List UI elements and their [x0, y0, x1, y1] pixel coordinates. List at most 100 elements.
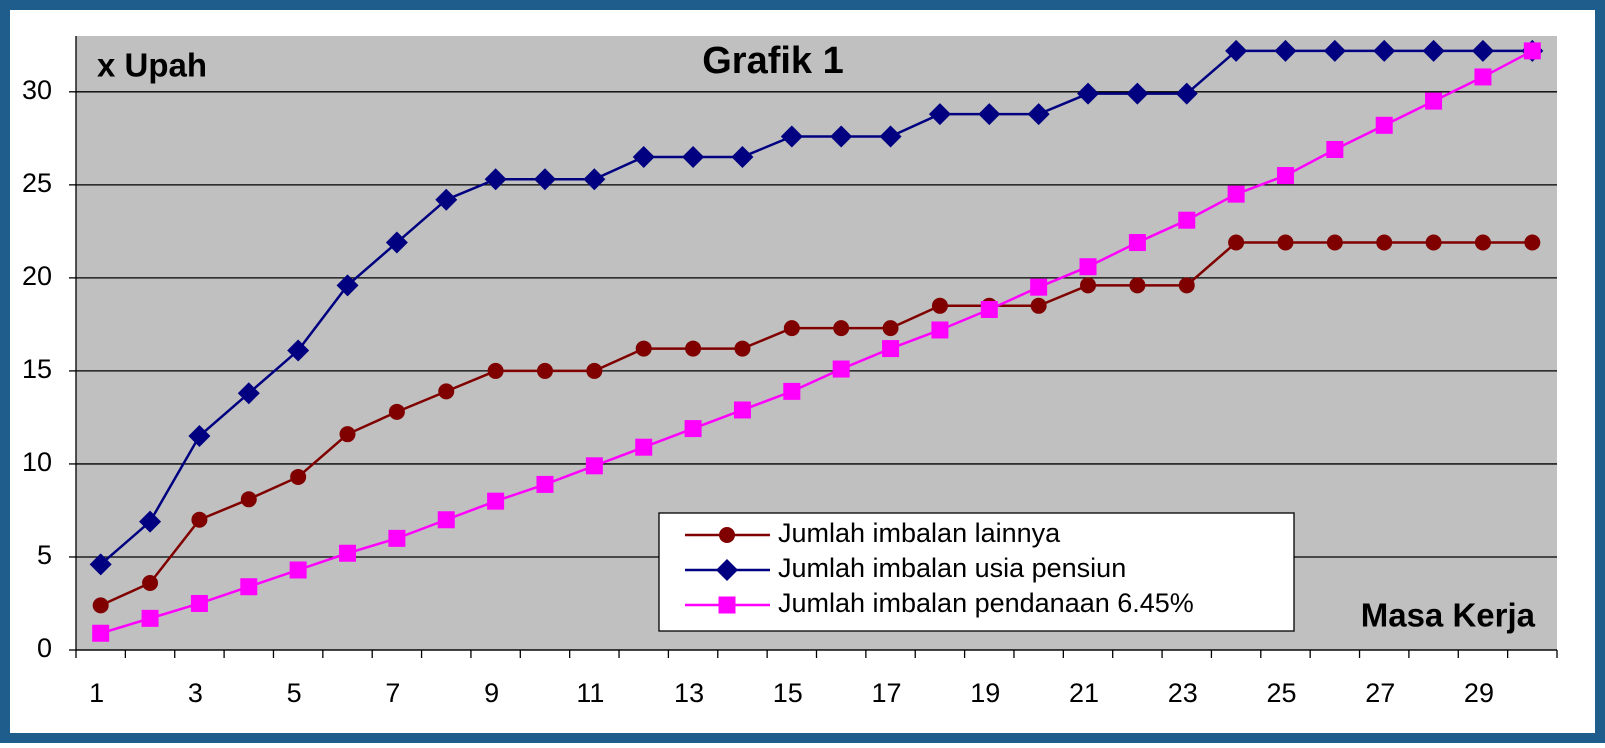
marker: [780, 125, 803, 148]
marker: [682, 145, 705, 168]
x-axis-label: Masa Kerja: [1361, 597, 1536, 634]
x-tick-label: 23: [1168, 678, 1198, 708]
legend-label: Jumlah imbalan pendanaan 6.45%: [778, 588, 1194, 618]
marker: [92, 624, 110, 642]
marker: [685, 340, 702, 357]
marker: [783, 382, 801, 400]
marker: [487, 362, 504, 379]
marker: [1225, 39, 1248, 62]
y-tick-label: 5: [37, 540, 52, 570]
marker: [882, 340, 900, 358]
marker: [1077, 82, 1100, 105]
marker: [635, 340, 652, 357]
x-tick-label: 21: [1069, 678, 1099, 708]
marker: [188, 425, 211, 448]
marker: [879, 125, 902, 148]
marker: [435, 188, 458, 211]
marker: [1128, 234, 1146, 252]
marker: [89, 553, 112, 576]
marker: [536, 475, 554, 493]
y-tick-label: 25: [22, 168, 52, 198]
y-tick-label: 0: [37, 633, 52, 663]
chart-title: Grafik 1: [702, 40, 844, 82]
marker: [635, 438, 653, 456]
x-tick-label: 25: [1266, 678, 1296, 708]
marker: [289, 561, 307, 579]
marker: [1228, 234, 1245, 251]
marker: [718, 596, 736, 614]
marker: [1175, 82, 1198, 105]
marker: [931, 321, 949, 339]
marker: [632, 145, 655, 168]
marker: [339, 426, 356, 443]
marker: [1326, 140, 1344, 158]
legend-label: Jumlah imbalan lainnya: [778, 518, 1061, 548]
marker: [336, 274, 359, 297]
x-tick-label: 29: [1464, 678, 1494, 708]
marker: [1129, 277, 1146, 294]
marker: [191, 511, 208, 528]
marker: [388, 403, 405, 420]
marker: [731, 145, 754, 168]
marker: [237, 382, 260, 405]
x-tick-label: 9: [484, 678, 499, 708]
marker: [437, 511, 455, 529]
marker: [684, 420, 702, 438]
x-tick-label: 15: [773, 678, 803, 708]
marker: [1027, 103, 1050, 126]
marker: [1376, 234, 1393, 251]
marker: [1178, 211, 1196, 229]
marker: [719, 527, 735, 543]
marker: [92, 597, 109, 614]
marker: [1523, 42, 1541, 60]
marker: [536, 362, 553, 379]
marker: [1227, 185, 1245, 203]
marker: [1422, 39, 1445, 62]
marker: [1276, 167, 1294, 185]
x-tick-label: 11: [576, 678, 604, 708]
x-tick-label: 19: [970, 678, 1000, 708]
marker: [832, 360, 850, 378]
marker: [1375, 116, 1393, 134]
x-tick-label: 27: [1365, 678, 1395, 708]
marker: [978, 103, 1001, 126]
marker: [1425, 234, 1442, 251]
marker: [142, 575, 159, 592]
y-tick-label: 10: [22, 447, 52, 477]
marker: [716, 559, 738, 581]
marker: [1274, 39, 1297, 62]
legend-label: Jumlah imbalan usia pensiun: [778, 553, 1126, 583]
marker: [1373, 39, 1396, 62]
x-tick-label: 13: [674, 678, 704, 708]
y-axis-label: x Upah: [97, 47, 207, 84]
marker: [1079, 258, 1097, 276]
marker: [388, 529, 406, 547]
marker: [1474, 68, 1492, 86]
marker: [1425, 92, 1443, 110]
marker: [290, 468, 307, 485]
marker: [583, 168, 606, 191]
marker: [240, 578, 258, 596]
y-tick-label: 20: [22, 261, 52, 291]
marker: [487, 492, 505, 510]
y-tick-label: 30: [22, 75, 52, 105]
marker: [1178, 277, 1195, 294]
marker: [287, 339, 310, 362]
x-tick-label: 5: [287, 678, 302, 708]
marker: [1126, 82, 1149, 105]
x-tick-label: 3: [188, 678, 203, 708]
marker: [1474, 234, 1491, 251]
marker: [585, 457, 603, 475]
marker: [830, 125, 853, 148]
marker: [928, 103, 951, 126]
marker: [139, 510, 162, 533]
marker: [190, 594, 208, 612]
marker: [980, 301, 998, 319]
marker: [783, 320, 800, 337]
marker: [533, 168, 556, 191]
marker: [1524, 234, 1541, 251]
y-tick-label: 15: [22, 354, 52, 384]
marker: [931, 297, 948, 314]
marker: [1323, 39, 1346, 62]
marker: [1326, 234, 1343, 251]
